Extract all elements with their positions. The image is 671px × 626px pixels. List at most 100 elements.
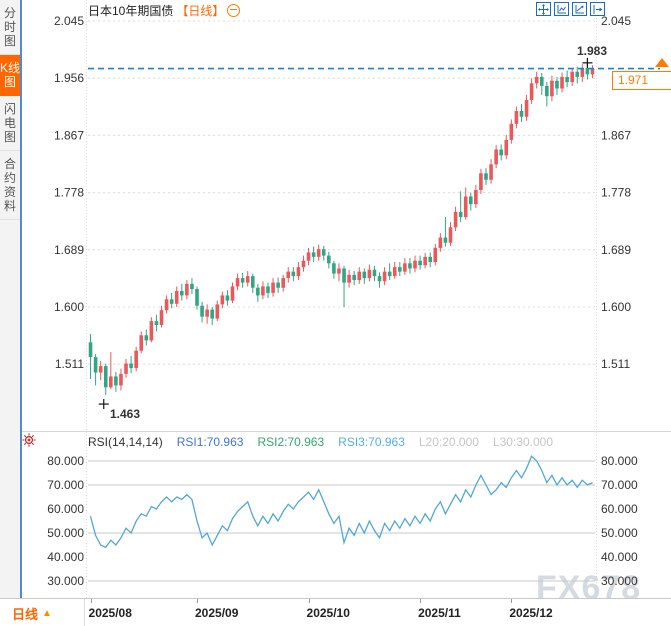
rsi2-value: RSI2:70.963 [257,435,325,449]
candle-body [195,289,199,306]
candle-body [408,263,412,269]
candle-body [575,71,580,77]
date-label: 2025/10 [306,606,350,620]
date-tick [197,599,198,603]
rsi-axis-label-right: 70.000 [601,478,638,492]
candle-body [560,76,564,89]
zoom-horizontal-icon [557,4,566,13]
candle-body [555,80,559,89]
period-dropdown-label: 日线 [12,606,39,622]
rsi-axis-label-left: 60.000 [47,502,84,516]
candle-body [534,76,539,84]
sidebar-item-kline-chart[interactable]: K线图 [0,55,20,96]
rsi-axis-label-right: 30.000 [601,574,638,588]
rsi-axis-label-left: 30.000 [47,574,84,588]
candle-body [352,274,356,281]
price-axis-label-left: 1.511 [55,357,84,371]
jump-to-latest-icon [593,4,603,14]
candle-body [347,274,351,283]
candle-body [281,278,285,288]
candle-body [225,295,230,301]
candle-body [119,373,123,386]
candle-body [271,282,275,293]
last-price-arrow-icon [655,58,669,67]
price-axis-label-left: 1.867 [54,128,84,142]
zoom-vertical-icon [575,4,584,13]
sidebar-item-contract-info[interactable]: 合约资料 [0,151,20,220]
rsi-axis-label-left: 80.000 [47,454,84,468]
candle-body [174,290,179,304]
candle-body [109,376,113,388]
panel-splitter[interactable] [20,0,22,598]
price-axis-label-right: 1.600 [601,300,631,314]
period-dropdown-arrow-icon: ▲ [42,607,52,619]
candle-body [545,85,549,97]
candle-body [185,283,189,296]
candle-body [479,173,483,191]
candle-body [524,100,529,117]
candle-body [139,335,144,351]
period-dropdown-button[interactable]: 日线 ▲ [0,599,85,626]
candle-body [342,268,346,283]
candle-body [438,237,443,248]
candle-body [580,67,585,77]
candle-body [179,290,184,296]
pan-button[interactable] [536,2,551,16]
candle-body [362,271,367,279]
candle-body [261,286,265,296]
price-axis-label-left: 1.778 [54,186,84,200]
date-label: 2025/12 [509,606,553,620]
zoom-vertical-button[interactable] [572,2,587,16]
rsi1-value: RSI1:70.963 [176,435,244,449]
jump-to-latest-button[interactable] [590,2,605,16]
rsi-axis-label-right: 50.000 [601,526,638,540]
rsi-header: RSI(14,14,14) RSI1:70.963 RSI2:70.963 RS… [88,435,553,449]
candle-body [499,149,504,156]
candle-body [266,286,270,293]
candle-body [321,249,326,256]
period-tag: 【日线】 [176,3,225,18]
candle-body [453,211,458,228]
candle-body [494,149,498,165]
candle-body [154,321,159,325]
pan-icon [538,3,549,15]
collapse-minus-icon[interactable] [227,3,241,17]
price-axis-label-right: 1.867 [601,128,631,142]
price-axis-label-right: 1.778 [601,186,631,200]
time-axis-bar: 日线 ▲ 2025/08 2025/09 2025/10 2025/11 2025/12 [0,598,671,626]
candle-body [286,271,291,279]
candle-body [98,366,103,373]
candle-body [367,269,372,279]
candle-body [230,286,235,301]
candle-body [220,295,225,305]
candle-body [398,267,402,272]
candle-body [428,256,433,263]
rsi3-value: RSI3:70.963 [338,435,405,449]
candle-body [539,76,544,86]
zoom-horizontal-button[interactable] [554,2,569,16]
price-axis-label-right: 1.689 [601,243,631,257]
chart-header: 日本10年期国债 【日线】 [88,2,245,18]
date-tick [90,599,92,603]
candle-body [337,268,341,274]
price-axis-label-left: 1.689 [54,243,84,257]
price-axis-label-left: 1.600 [54,300,84,314]
pane-divider[interactable] [22,431,671,432]
candle-body [463,196,468,218]
candle-body [529,83,534,101]
candle-body [443,237,448,243]
candle-body [585,67,590,75]
price-axis-label-left: 1.956 [54,71,84,85]
candle-body [332,263,336,274]
sidebar-item-flash-chart[interactable]: 闪电图 [0,96,20,151]
candle-body [509,123,514,140]
indicator-settings-icon[interactable] [22,433,36,447]
date-label: 2025/09 [195,606,239,620]
candle-body [550,80,554,97]
candle-body [311,252,316,257]
candle-body [418,260,422,266]
candle-body [377,276,382,282]
sidebar-item-time-chart[interactable]: 分时图 [0,0,20,55]
